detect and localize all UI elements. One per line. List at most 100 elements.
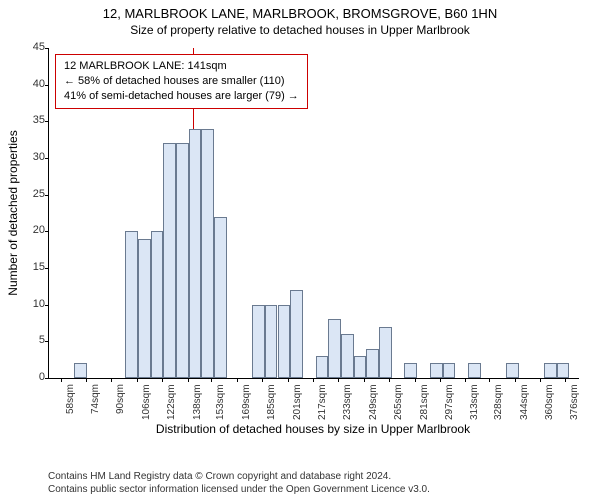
x-tick-mark [162,378,163,382]
x-tick-mark [489,378,490,382]
x-tick-label: 169sqm [241,384,252,420]
x-tick-mark [86,378,87,382]
histogram-bar [290,290,303,378]
histogram-bar [404,363,417,378]
y-tick-label: 40 [19,78,45,90]
x-tick-label: 328sqm [493,384,504,420]
histogram-bar [74,363,87,378]
x-tick-mark [515,378,516,382]
x-tick-label: 106sqm [141,384,152,420]
histogram-bar [506,363,519,378]
x-tick-mark [465,378,466,382]
histogram-bar [366,349,379,378]
y-tick-label: 45 [19,41,45,53]
y-tick-mark [45,195,49,196]
x-tick-mark [313,378,314,382]
x-tick-mark [540,378,541,382]
histogram-bar [176,143,189,378]
y-axis-label: Number of detached properties [6,130,20,295]
y-tick-mark [45,268,49,269]
y-tick-label: 35 [19,114,45,126]
y-tick-label: 10 [19,298,45,310]
x-tick-mark [61,378,62,382]
y-tick-mark [45,48,49,49]
annotation-line-1: 12 MARLBROOK LANE: 141sqm [64,59,299,74]
x-tick-label: 58sqm [65,384,76,414]
x-tick-label: 360sqm [544,384,555,420]
histogram-bar [328,319,341,378]
x-tick-label: 344sqm [519,384,530,420]
y-tick-label: 25 [19,188,45,200]
x-tick-label: 90sqm [115,384,126,414]
y-tick-mark [45,121,49,122]
histogram-bar [379,327,392,378]
x-tick-label: 201sqm [292,384,303,420]
histogram-bar [201,129,214,378]
histogram-bar [265,305,278,378]
histogram-bar [214,217,227,378]
histogram-bar [163,143,176,378]
histogram-bar [430,363,443,378]
y-tick-mark [45,305,49,306]
y-tick-mark [45,85,49,86]
footer-attribution: Contains HM Land Registry data © Crown c… [48,470,430,496]
y-tick-label: 5 [19,334,45,346]
histogram-bar [544,363,557,378]
plot-area: 12 MARLBROOK LANE: 141sqm ← 58% of detac… [48,48,579,379]
histogram-bar [557,363,570,378]
x-tick-label: 74sqm [90,384,101,414]
page-title: 12, MARLBROOK LANE, MARLBROOK, BROMSGROV… [0,0,600,23]
x-tick-mark [137,378,138,382]
x-tick-mark [364,378,365,382]
x-tick-label: 185sqm [266,384,277,420]
x-tick-mark [389,378,390,382]
histogram-bar [125,231,138,378]
x-tick-mark [338,378,339,382]
x-tick-mark [211,378,212,382]
x-tick-label: 233sqm [342,384,353,420]
histogram-bar [189,129,202,378]
annotation-line-2: ← 58% of detached houses are smaller (11… [64,74,299,89]
histogram-bar [341,334,354,378]
histogram-chart: 12 MARLBROOK LANE: 141sqm ← 58% of detac… [48,48,578,408]
annotation-box: 12 MARLBROOK LANE: 141sqm ← 58% of detac… [55,54,308,109]
x-tick-label: 297sqm [444,384,455,420]
y-tick-label: 20 [19,224,45,236]
footer-line-2: Contains public sector information licen… [48,483,430,496]
x-tick-label: 153sqm [215,384,226,420]
footer-line-1: Contains HM Land Registry data © Crown c… [48,470,430,483]
y-tick-mark [45,341,49,342]
histogram-bar [138,239,151,378]
histogram-bar [468,363,481,378]
x-tick-mark [288,378,289,382]
y-tick-label: 15 [19,261,45,273]
x-tick-mark [188,378,189,382]
x-tick-mark [237,378,238,382]
histogram-bar [278,305,291,378]
x-tick-label: 281sqm [419,384,430,420]
histogram-bar [316,356,329,378]
page-subtitle: Size of property relative to detached ho… [0,23,600,37]
annotation-line-3: 41% of semi-detached houses are larger (… [64,89,299,104]
x-tick-label: 122sqm [166,384,177,420]
x-tick-label: 265sqm [393,384,404,420]
histogram-bar [443,363,456,378]
y-tick-mark [45,378,49,379]
x-tick-mark [262,378,263,382]
x-tick-label: 313sqm [469,384,480,420]
x-tick-mark [111,378,112,382]
y-tick-label: 30 [19,151,45,163]
x-axis-label: Distribution of detached houses by size … [48,422,578,436]
histogram-bar [252,305,265,378]
x-tick-mark [415,378,416,382]
y-tick-label: 0 [19,371,45,383]
y-tick-mark [45,231,49,232]
x-tick-label: 138sqm [192,384,203,420]
x-tick-label: 249sqm [368,384,379,420]
x-tick-mark [440,378,441,382]
histogram-bar [151,231,164,378]
histogram-bar [354,356,367,378]
x-tick-label: 217sqm [317,384,328,420]
x-tick-label: 376sqm [569,384,580,420]
x-tick-mark [565,378,566,382]
